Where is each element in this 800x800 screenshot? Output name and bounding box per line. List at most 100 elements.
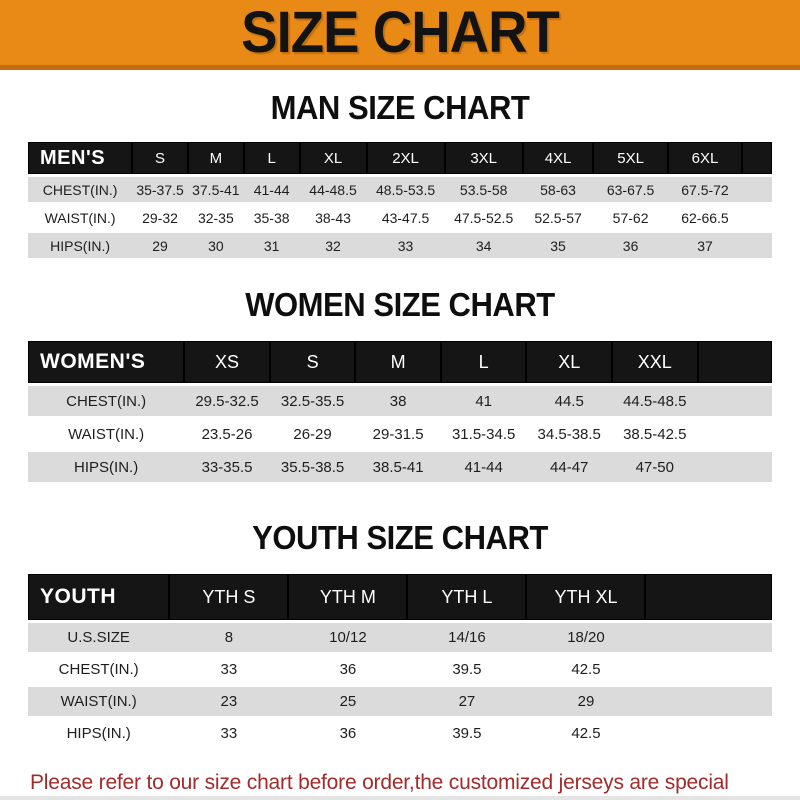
women-column-header	[697, 341, 772, 383]
women-cell: 38.5-42.5	[611, 419, 698, 449]
youth-table-row: WAIST(IN.) 23 25 27 29	[28, 687, 772, 716]
women-cell: 38.5-41	[355, 452, 441, 482]
youth-cell: 42.5	[526, 655, 646, 684]
youth-table-wrap: YOUTH YTH S YTH M YTH L YTH XL U.S.SIZE 8 10/12…	[28, 571, 772, 751]
men-corner-label: MEN'S	[28, 142, 133, 174]
youth-cell: 18/20	[526, 623, 646, 652]
youth-row-label: WAIST(IN.)	[28, 687, 170, 716]
men-cell: 57-62	[593, 205, 668, 230]
youth-table-row: CHEST(IN.) 33 36 39.5 42.5	[28, 655, 772, 684]
men-cell: 48.5-53.5	[366, 177, 445, 202]
women-row-label: HIPS(IN.)	[28, 452, 185, 482]
men-row-label: HIPS(IN.)	[28, 233, 133, 258]
women-cell	[697, 452, 772, 482]
men-cell: 32-35	[187, 205, 244, 230]
women-cell: 29-31.5	[355, 419, 441, 449]
women-cell: 33-35.5	[184, 452, 270, 482]
men-cell: 58-63	[522, 177, 594, 202]
youth-cell: 14/16	[407, 623, 527, 652]
women-cell: 32.5-35.5	[269, 386, 356, 416]
men-cell: 33	[366, 233, 445, 258]
women-cell: 41	[440, 386, 527, 416]
women-table-row: CHEST(IN.) 29.5-32.5 32.5-35.5 38 41 44.5 44.5…	[28, 386, 772, 416]
women-cell: 34.5-38.5	[526, 419, 612, 449]
men-cell: 52.5-57	[522, 205, 594, 230]
women-corner-label: WOMEN'S	[28, 341, 185, 383]
men-table-wrap: MEN'S S M L XL 2XL 3XL 4XL 5XL 6XL CHEST(IN.) 35-37…	[28, 139, 772, 261]
men-table-row: CHEST(IN.) 35-37.5 37.5-41 41-44 44-48.5 48.5…	[28, 177, 772, 202]
men-column-header: XL	[299, 142, 367, 174]
women-table-wrap: WOMEN'S XS S M L XL XXL CHEST(IN.) 29.5-32.5 32.5…	[28, 338, 772, 485]
youth-cell: 25	[288, 687, 408, 716]
men-cell: 47.5-52.5	[444, 205, 523, 230]
youth-table-row: U.S.SIZE 8 10/12 14/16 18/20	[28, 623, 772, 652]
men-column-header: 5XL	[593, 142, 668, 174]
women-cell: 38	[355, 386, 441, 416]
bottom-edge-divider	[0, 796, 800, 800]
men-cell: 35	[522, 233, 594, 258]
women-cell: 29.5-32.5	[184, 386, 270, 416]
men-cell: 44-48.5	[299, 177, 367, 202]
men-column-header: 4XL	[522, 142, 594, 174]
women-cell: 31.5-34.5	[440, 419, 527, 449]
men-cell: 34	[444, 233, 523, 258]
youth-column-header	[645, 574, 772, 620]
women-cell: 23.5-26	[184, 419, 270, 449]
men-column-header: S	[132, 142, 188, 174]
youth-header-row: YOUTH YTH S YTH M YTH L YTH XL	[28, 574, 772, 620]
women-header-row: WOMEN'S XS S M L XL XXL	[28, 341, 772, 383]
women-cell: 35.5-38.5	[269, 452, 356, 482]
men-cell: 67.5-72	[667, 177, 743, 202]
women-row-label: CHEST(IN.)	[28, 386, 185, 416]
footer-note: Please refer to our size chart before or…	[30, 767, 766, 800]
youth-cell: 33	[169, 719, 289, 748]
women-size-table: WOMEN'S XS S M L XL XXL CHEST(IN.) 29.5-32.5 32.5…	[28, 338, 772, 485]
youth-corner-label: YOUTH	[28, 574, 170, 620]
men-column-header: 2XL	[366, 142, 445, 174]
youth-cell: 23	[169, 687, 289, 716]
youth-row-label: CHEST(IN.)	[28, 655, 170, 684]
men-cell: 29-32	[132, 205, 188, 230]
men-table-row: WAIST(IN.) 29-32 32-35 35-38 38-43 43-47.5 47.…	[28, 205, 772, 230]
women-cell	[697, 419, 772, 449]
youth-column-header: YTH M	[288, 574, 408, 620]
men-header-row: MEN'S S M L XL 2XL 3XL 4XL 5XL 6XL	[28, 142, 772, 174]
men-size-table: MEN'S S M L XL 2XL 3XL 4XL 5XL 6XL CHEST(IN.) 35-37…	[28, 139, 772, 261]
youth-cell: 42.5	[526, 719, 646, 748]
banner: SIZE CHART	[0, 0, 800, 70]
men-table-row: HIPS(IN.) 29 30 31 32 33 34 35 36 37	[28, 233, 772, 258]
men-cell	[742, 177, 772, 202]
women-cell: 41-44	[440, 452, 527, 482]
youth-cell	[645, 719, 772, 748]
men-cell: 37.5-41	[187, 177, 244, 202]
men-column-header	[742, 142, 772, 174]
youth-column-header: YTH XL	[526, 574, 646, 620]
women-row-label: WAIST(IN.)	[28, 419, 185, 449]
men-cell: 53.5-58	[444, 177, 523, 202]
page-title: SIZE CHART	[241, 0, 560, 65]
youth-cell: 27	[407, 687, 527, 716]
men-cell: 31	[243, 233, 300, 258]
youth-row-label: U.S.SIZE	[28, 623, 170, 652]
footer-note-line-1: Please refer to our size chart before or…	[30, 771, 729, 794]
youth-cell: 36	[288, 655, 408, 684]
sections-container: MAN SIZE CHART MEN'S S M L XL 2XL 3XL 4XL 5XL 6XL C…	[0, 91, 800, 751]
men-column-header: 3XL	[444, 142, 523, 174]
men-cell	[742, 233, 772, 258]
heading-youth: YOUTH SIZE CHART	[252, 519, 548, 556]
women-column-header: L	[440, 341, 527, 383]
women-column-header: XXL	[611, 341, 698, 383]
men-cell: 29	[132, 233, 188, 258]
men-column-header: 6XL	[667, 142, 743, 174]
women-cell: 44.5-48.5	[611, 386, 698, 416]
women-cell: 26-29	[269, 419, 356, 449]
youth-table-row: HIPS(IN.) 33 36 39.5 42.5	[28, 719, 772, 748]
youth-cell: 39.5	[407, 655, 527, 684]
men-cell: 38-43	[299, 205, 367, 230]
women-column-header: XL	[526, 341, 612, 383]
men-cell: 37	[667, 233, 743, 258]
men-column-header: M	[187, 142, 244, 174]
youth-row-label: HIPS(IN.)	[28, 719, 170, 748]
youth-cell: 29	[526, 687, 646, 716]
